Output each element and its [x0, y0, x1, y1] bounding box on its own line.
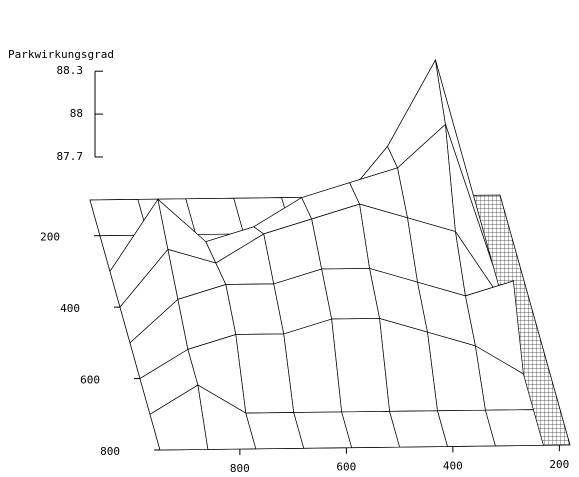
y-tick-label: 800: [100, 445, 120, 458]
x-tick-label: 600: [336, 461, 356, 474]
x-tick-label: 400: [443, 459, 463, 472]
x-tick-label: 800: [230, 462, 250, 475]
y-tick-label: 600: [80, 374, 100, 387]
y-tick-label: 400: [60, 302, 80, 315]
z-tick-label: 87.7: [57, 150, 84, 163]
z-tick-label: 88.3: [57, 64, 84, 77]
surface-patch: [484, 409, 544, 447]
z-tick-label: 88: [70, 107, 83, 120]
y-tick-label: 200: [40, 231, 60, 244]
z-axis-label: Parkwirkungsgrad: [8, 48, 114, 61]
x-tick-label: 200: [549, 458, 569, 471]
